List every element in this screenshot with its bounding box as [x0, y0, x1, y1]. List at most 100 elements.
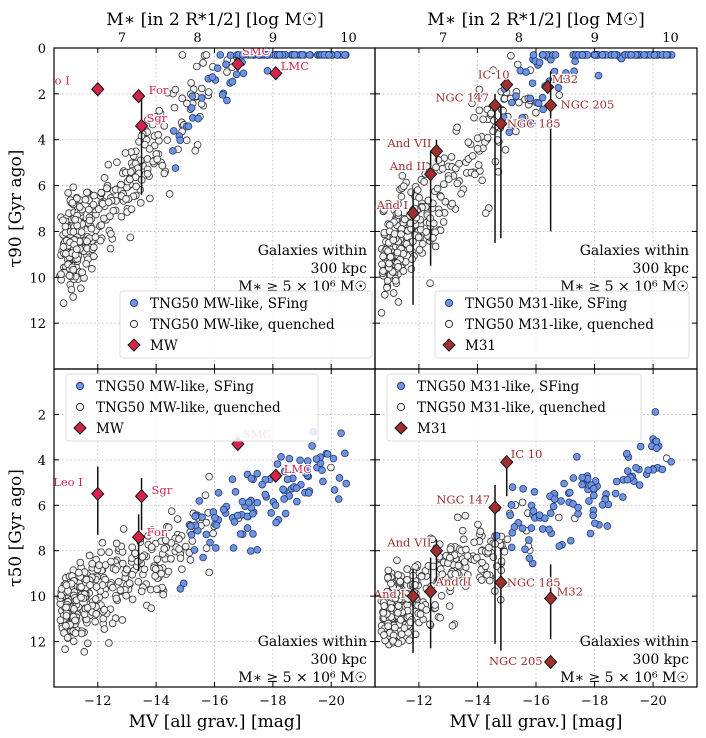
point-sfing [341, 51, 349, 59]
point-sfing [228, 475, 237, 483]
point-sfing [578, 51, 587, 59]
point-quenched [431, 242, 440, 251]
point-quenched [453, 513, 462, 522]
point-quenched [148, 120, 157, 129]
point-quenched [386, 253, 395, 261]
point-quenched [192, 62, 201, 71]
galaxy-label: LMC [281, 59, 309, 73]
point-quenched [127, 205, 136, 213]
tick-label-x: −20 [318, 694, 345, 709]
point-quenched [64, 189, 72, 197]
point-quenched [116, 586, 125, 594]
point-quenched [188, 537, 197, 545]
x-top-axis-label: M∗ [in 2 R*1/2] [log M☉] [427, 10, 645, 30]
tick-label-y: 12 [29, 317, 46, 332]
point-sfing [594, 71, 603, 80]
point-sfing [198, 513, 206, 522]
point-quenched [81, 195, 90, 204]
point-quenched [463, 552, 472, 560]
point-sfing [239, 51, 247, 59]
point-quenched [157, 569, 166, 578]
point-quenched [182, 136, 191, 145]
point-sfing [308, 442, 316, 450]
point-sfing [223, 96, 231, 105]
point-quenched [128, 543, 136, 552]
point-sfing [525, 554, 534, 563]
point-sfing [555, 542, 564, 550]
point-quenched [140, 565, 149, 574]
point-sfing [650, 51, 659, 59]
tick-label-x: −16 [201, 694, 228, 709]
point-quenched [164, 523, 173, 532]
point-quenched [474, 92, 482, 101]
point-quenched [77, 583, 85, 591]
point-quenched [167, 554, 175, 563]
point-sfing [318, 466, 326, 475]
point-quenched [137, 587, 146, 596]
point-quenched [433, 184, 442, 193]
legend-label: TNG50 M31-like, SFing [465, 296, 628, 312]
point-sfing [521, 545, 529, 554]
point-sfing [623, 475, 632, 484]
point-quenched [118, 616, 127, 624]
galaxy-label: And VII [386, 536, 431, 550]
galaxy-label: IC 10 [478, 68, 510, 82]
point-quenched [118, 559, 127, 568]
point-quenched [481, 209, 490, 217]
point-quenched [387, 604, 396, 612]
galaxy-label: NGC 147 [436, 493, 490, 507]
point-quenched [483, 133, 492, 142]
point-sfing [518, 114, 527, 122]
point-sfing [197, 94, 206, 102]
point-sfing [530, 487, 539, 496]
point-quenched [439, 180, 448, 188]
point-quenched [445, 602, 454, 610]
galaxy-label: SMC [242, 44, 271, 58]
point-quenched [75, 568, 83, 577]
point-sfing [535, 58, 544, 67]
point-quenched [108, 583, 117, 592]
point-sfing [545, 525, 553, 534]
tick-label-x-top: 7 [439, 31, 447, 46]
galaxy-marker [494, 575, 508, 590]
legend-box [119, 290, 373, 359]
point-quenched [147, 604, 156, 612]
point-quenched [88, 559, 97, 568]
point-sfing [212, 521, 221, 530]
point-quenched [76, 558, 85, 567]
point-sfing [534, 99, 543, 108]
point-sfing [569, 500, 577, 508]
point-quenched [77, 593, 85, 602]
galaxy-label: Leo I [40, 73, 70, 87]
point-quenched [478, 558, 486, 567]
legend-label: MW [150, 338, 178, 354]
point-sfing [194, 114, 202, 123]
galaxy-label: And II [435, 575, 472, 589]
legend-marker-observed [127, 338, 141, 352]
tick-label-x: −18 [259, 694, 286, 709]
point-sfing [538, 525, 547, 533]
point-quenched [458, 526, 467, 535]
point-sfing [293, 497, 301, 506]
point-quenched [487, 109, 495, 118]
point-quenched [439, 218, 448, 226]
point-sfing [267, 509, 275, 517]
point-quenched [147, 543, 156, 551]
point-quenched [473, 553, 481, 562]
point-quenched [532, 108, 540, 117]
point-quenched [161, 536, 170, 545]
legend-marker-quenched [396, 402, 406, 412]
point-quenched [85, 205, 93, 214]
panel-mw-tau90: Leo I For Sgr SMC LMC 0 2 4 6 8 10 12 7 8 9 10 Galaxies … [6, 31, 376, 370]
point-sfing [230, 518, 239, 526]
galaxy-marker [91, 82, 105, 97]
point-quenched [199, 59, 207, 67]
point-quenched [82, 575, 91, 584]
tick-label-x-top: 8 [515, 31, 523, 46]
point-quenched [123, 565, 131, 574]
point-sfing [271, 501, 280, 509]
point-sfing [535, 511, 544, 519]
point-quenched [165, 190, 174, 198]
galaxy-marker [269, 468, 283, 483]
point-sfing [283, 475, 292, 484]
